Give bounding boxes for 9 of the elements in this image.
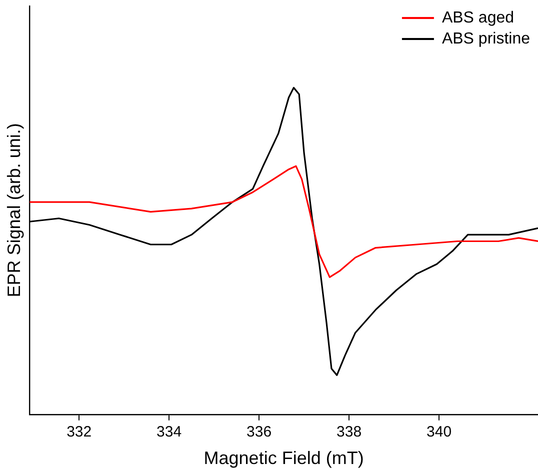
x-tick-label: 338 xyxy=(336,424,362,441)
x-tick-label: 332 xyxy=(66,424,92,441)
x-axis-title: Magnetic Field (mT) xyxy=(204,448,364,468)
legend-label: ABS aged xyxy=(442,9,514,26)
x-tick-label: 336 xyxy=(246,424,272,441)
x-tick-label: 334 xyxy=(156,424,182,441)
legend-label: ABS pristine xyxy=(442,30,530,48)
y-axis-title: EPR Signal (arb. uni.) xyxy=(4,123,24,298)
x-tick-label: 340 xyxy=(426,424,452,441)
